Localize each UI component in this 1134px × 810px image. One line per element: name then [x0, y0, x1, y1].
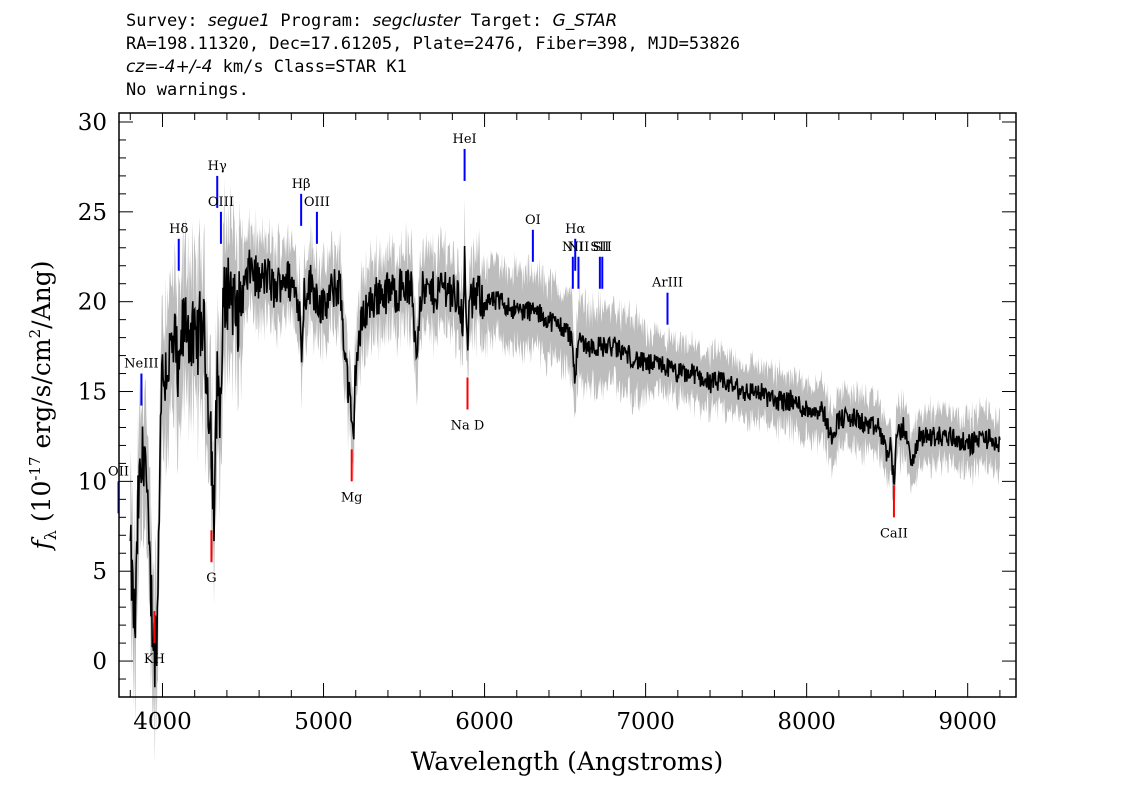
svg-text:fλ (10-17 erg/s/cm2/Ang): fλ (10-17 erg/s/cm2/Ang) [26, 260, 60, 551]
class-info: km/s Class=STAR K1 [212, 57, 407, 77]
emission-line-label: SII [590, 240, 609, 255]
emission-line-label: Hγ [208, 159, 227, 174]
emission-line-label: NeIII [124, 357, 158, 372]
y-tick-label: 25 [78, 200, 107, 226]
x-tick-label: 6000 [455, 709, 514, 735]
y-tick-label: 0 [92, 649, 107, 675]
y-tick-label: 5 [92, 559, 107, 585]
target-label: Target: [470, 11, 543, 31]
x-tick-label: 4000 [133, 709, 192, 735]
emission-line-label: HeI [453, 132, 477, 147]
absorption-line-label: Mg [341, 490, 363, 505]
x-axis-label: Wavelength (Angstroms) [411, 747, 723, 776]
emission-line-label: OI [525, 213, 541, 228]
emission-line-label: ArIII [651, 276, 683, 291]
header-line-4: No warnings. [126, 80, 249, 100]
tick-labels: 4000 5000 6000 7000 8000 9000 0 5 10 15 20 25 30 [78, 110, 997, 735]
header-line-1: Survey: segue1 Program: segcluster Targe… [126, 10, 740, 33]
y-tick-label: 15 [78, 380, 107, 406]
emission-line-label: Hβ [292, 177, 311, 192]
emission-line-label: OIII [208, 195, 234, 210]
absorption-line-label: CaII [880, 526, 908, 541]
noise-band-area [130, 178, 1000, 765]
emission-line-label: NII [562, 240, 584, 255]
emission-line-label: Hα [565, 222, 585, 237]
plot-axes [118, 112, 1017, 698]
emission-line-label: Hδ [169, 222, 188, 237]
survey-label: Survey: [126, 11, 198, 31]
emission-line-label: SII [593, 240, 612, 255]
noise-band [130, 178, 1000, 765]
y-axis-label: fλ (10-17 erg/s/cm2/Ang) [26, 260, 60, 551]
spectrum-header: Survey: segue1 Program: segcluster Targe… [126, 10, 740, 102]
target-value: G_STAR [552, 11, 618, 31]
absorption-line-label: G [206, 571, 216, 586]
plot-frame [118, 112, 1017, 698]
absorption-line-label: KH [144, 652, 165, 667]
header-line-3: cz=-4+/-4 km/s Class=STAR K1 [126, 56, 740, 79]
survey-value: segue1 [207, 11, 271, 31]
x-tick-label: 7000 [616, 709, 675, 735]
program-value: segcluster [372, 11, 461, 31]
y-tick-label: 10 [78, 469, 107, 495]
flux-line [129, 245, 1001, 688]
x-tick-label: 8000 [777, 709, 836, 735]
x-tick-label: 9000 [938, 709, 997, 735]
header-line-2: RA=198.11320, Dec=17.61205, Plate=2476, … [126, 34, 741, 54]
emission-line-label: NII [568, 240, 590, 255]
x-tick-label: 5000 [294, 709, 353, 735]
y-tick-label: 30 [78, 110, 107, 136]
y-tick-label: 20 [78, 290, 107, 316]
program-label: Program: [280, 11, 363, 31]
emission-line-label: OIII [304, 195, 330, 210]
cz-value: cz=-4+/-4 [126, 57, 213, 77]
flux-series [129, 245, 1001, 688]
absorption-line-label: Na D [451, 418, 485, 433]
